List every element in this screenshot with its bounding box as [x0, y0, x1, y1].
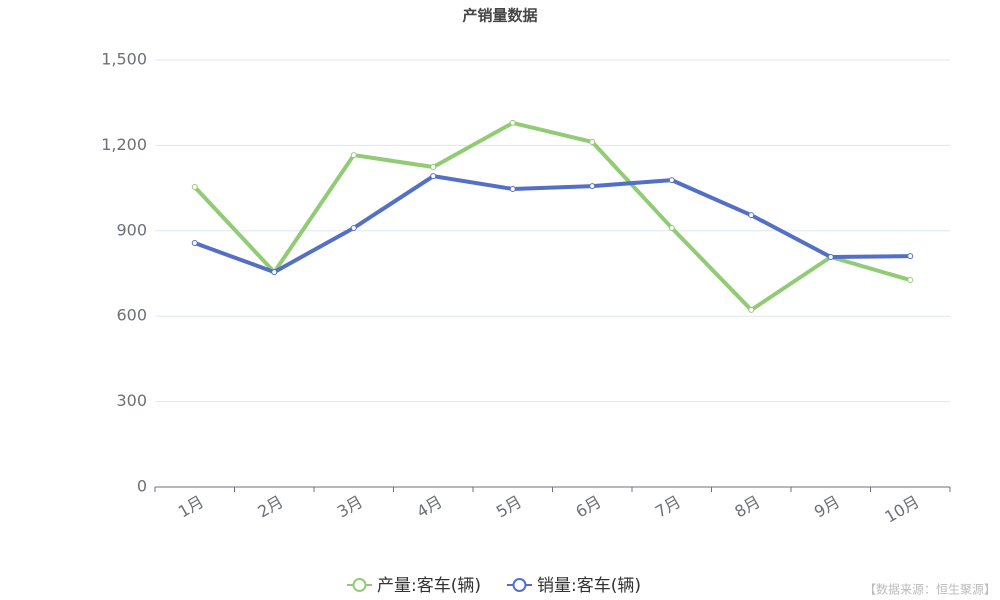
legend-icon: [512, 578, 527, 592]
point: [827, 253, 834, 260]
x-tick-label: 8月: [731, 492, 763, 522]
point: [907, 253, 914, 260]
y-tick-label: 1,200: [101, 135, 147, 154]
series-line: [193, 120, 911, 312]
legend-label: 产量:客车(辆): [377, 576, 481, 596]
point: [589, 138, 596, 145]
point: [191, 183, 198, 190]
x-tick-label: 1月: [175, 492, 207, 522]
x-tick-label: 9月: [811, 492, 843, 522]
x-tick-label: 7月: [652, 492, 684, 522]
point: [430, 173, 437, 180]
x-tick-label: 6月: [572, 492, 604, 522]
point: [509, 185, 516, 192]
x-tick-label: 10月: [881, 492, 922, 527]
legend-label: 销量:客车(辆): [537, 576, 641, 596]
point: [668, 224, 675, 231]
x-tick-label: 5月: [493, 492, 525, 522]
series-line: [194, 174, 911, 275]
x-tick-label: 2月: [254, 492, 286, 522]
y-tick-label: 300: [116, 391, 147, 410]
legend-item: 产量:客车(辆): [347, 576, 481, 596]
point: [907, 277, 914, 284]
legend-icon: [352, 578, 367, 592]
source-note: 【数据来源：恒生聚源】: [864, 582, 996, 597]
point: [191, 240, 198, 247]
y-tick-label: 1,500: [101, 50, 147, 69]
y-tick-label: 600: [116, 306, 147, 325]
y-tick-label: 0: [137, 477, 147, 496]
point: [271, 269, 278, 276]
point: [748, 306, 755, 313]
point: [430, 164, 437, 171]
point: [748, 212, 755, 219]
point: [350, 152, 357, 159]
point: [509, 119, 516, 126]
x-tick-label: 3月: [334, 492, 366, 522]
chart-title: 产销量数据: [462, 7, 537, 25]
point: [668, 177, 675, 184]
point: [589, 183, 596, 190]
y-tick-label: 900: [116, 220, 147, 239]
x-tick-label: 4月: [413, 492, 445, 522]
point: [350, 224, 357, 231]
legend-item: 销量:客车(辆): [507, 576, 641, 596]
